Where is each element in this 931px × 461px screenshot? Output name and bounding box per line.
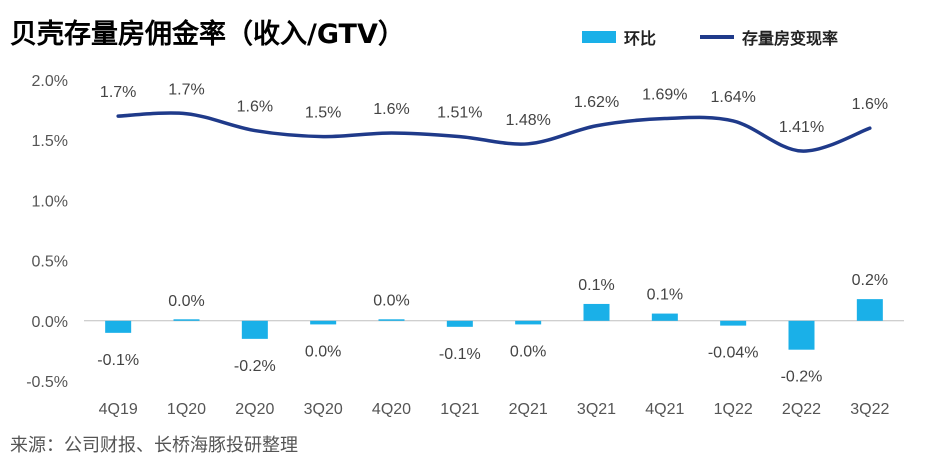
bar	[105, 320, 132, 333]
bar	[515, 320, 542, 325]
bar-data-label: 0.1%	[647, 287, 683, 304]
y-tick-label: 0.5%	[32, 254, 68, 271]
line-data-label: 1.64%	[710, 89, 755, 106]
bar-data-label: 0.0%	[510, 343, 546, 360]
y-tick-label: 0.0%	[32, 314, 68, 331]
bar	[720, 320, 747, 326]
line-data-label: 1.6%	[373, 101, 409, 118]
line-data-label: 1.62%	[574, 94, 619, 111]
legend-line-item: 存量房变现率	[700, 25, 838, 49]
bar	[446, 320, 473, 327]
x-tick-label: 4Q21	[645, 401, 684, 418]
bar-data-label: 0.0%	[305, 343, 341, 360]
line-data-label: 1.51%	[437, 105, 482, 122]
bar	[241, 320, 268, 339]
bar-data-label: 0.0%	[168, 293, 204, 310]
x-tick-label: 2Q22	[782, 401, 821, 418]
y-tick-label: 1.0%	[32, 193, 68, 210]
line-data-label: 1.6%	[237, 99, 273, 116]
line-data-label: 1.7%	[168, 82, 204, 99]
legend-line-label: 存量房变现率	[742, 29, 839, 48]
x-tick-label: 3Q20	[304, 401, 343, 418]
x-tick-label: 4Q19	[99, 401, 138, 418]
legend-bar-swatch	[582, 31, 616, 43]
bar-data-label: 0.1%	[578, 277, 614, 294]
source-note: 来源：公司财报、长桥海豚投研整理	[10, 435, 298, 456]
series-line-存量房变现率	[116, 111, 872, 153]
line-data-label: 1.6%	[852, 96, 888, 113]
legend-bar-item: 环比	[582, 25, 656, 49]
x-tick-label: 1Q22	[714, 401, 753, 418]
y-tick-label: 2.0%	[32, 73, 68, 90]
bar-data-label: 0.2%	[852, 272, 888, 289]
bar-data-label: -0.2%	[781, 369, 823, 386]
legend-bar-label: 环比	[624, 29, 657, 48]
bar-data-label: -0.1%	[97, 352, 139, 369]
bar	[856, 299, 883, 321]
bar	[788, 320, 815, 350]
y-tick-label: 1.5%	[32, 133, 68, 150]
line-data-label: 1.48%	[505, 112, 550, 129]
bar	[378, 319, 405, 321]
line-data-label: 1.5%	[305, 105, 341, 122]
bar	[651, 313, 678, 321]
line-data-label: 1.41%	[779, 119, 824, 136]
line-data-label: 1.69%	[642, 87, 687, 104]
bar	[173, 319, 200, 321]
x-tick-label: 3Q21	[577, 401, 616, 418]
x-tick-label: 3Q22	[850, 401, 889, 418]
chart-title: 贝壳存量房佣金率（收入/GTV）	[10, 19, 405, 50]
x-tick-label: 2Q21	[509, 401, 548, 418]
bar	[310, 320, 337, 325]
x-tick-label: 2Q20	[235, 401, 274, 418]
x-tick-label: 4Q20	[372, 401, 411, 418]
bar	[583, 303, 610, 321]
bar-data-label: -0.1%	[439, 346, 481, 363]
bar-data-label: -0.2%	[234, 358, 276, 375]
x-tick-label: 1Q21	[440, 401, 479, 418]
legend-line-swatch	[700, 35, 734, 39]
y-tick-label: -0.5%	[26, 374, 68, 391]
x-tick-label: 1Q20	[167, 401, 206, 418]
bar-data-label: -0.04%	[708, 345, 759, 362]
line-data-label: 1.7%	[100, 84, 136, 101]
bar-data-label: 0.0%	[373, 293, 409, 310]
